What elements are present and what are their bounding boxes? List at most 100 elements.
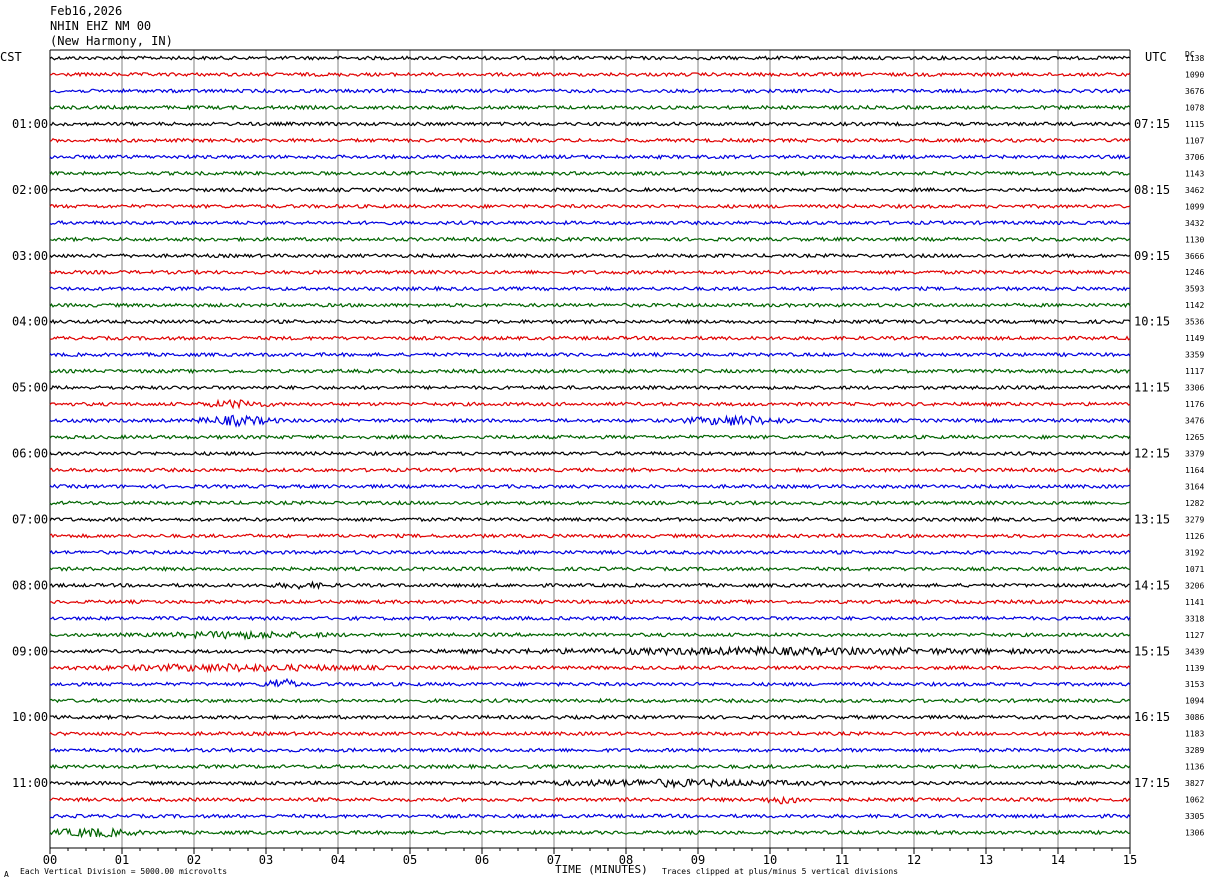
trace-red [49, 137, 1131, 144]
x-tick-label: 03 [259, 853, 273, 867]
dc-offset-label: 1183 [1185, 730, 1204, 739]
left-hour-label: 03:00 [12, 249, 48, 263]
x-tick-label: 01 [115, 853, 129, 867]
dc-offset-label: 1141 [1185, 598, 1204, 607]
dc-offset-label: 3153 [1185, 680, 1204, 689]
dc-offset-label: 3289 [1185, 746, 1204, 755]
header-station: NHIN EHZ NM 00 [50, 19, 152, 33]
left-hour-label: 02:00 [12, 183, 48, 197]
trace-green [49, 826, 1131, 839]
x-tick-label: 02 [187, 853, 201, 867]
trace-black [49, 318, 1131, 325]
x-tick-label: 13 [979, 853, 993, 867]
trace-green [49, 434, 1131, 440]
dc-offset-label: 1062 [1185, 796, 1204, 805]
dc-offset-label: 3676 [1185, 87, 1204, 96]
trace-blue [49, 483, 1131, 490]
header-date: Feb16,2026 [50, 4, 123, 18]
trace-blue [49, 219, 1131, 226]
trace-green [49, 499, 1131, 506]
left-hour-label: 04:00 [12, 315, 48, 329]
trace-blue [49, 813, 1131, 820]
left-timezone-label: CST [0, 50, 22, 64]
trace-red [49, 398, 1131, 410]
right-hour-label: 14:15 [1134, 578, 1170, 592]
dc-offset-label: 1143 [1185, 169, 1204, 178]
dc-offset-label: 1090 [1185, 70, 1204, 79]
trace-green [49, 697, 1131, 704]
x-tick-label: 00 [43, 853, 57, 867]
trace-blue [49, 549, 1131, 556]
x-tick-label: 05 [403, 853, 417, 867]
trace-red [49, 269, 1131, 276]
trace-red [49, 203, 1131, 210]
dc-offset-label: 1107 [1185, 136, 1204, 145]
dc-offset-label: 3206 [1185, 581, 1204, 590]
trace-red [49, 730, 1131, 737]
scale-note: Each Vertical Division = 5000.00 microvo… [20, 867, 228, 876]
dc-offset-label: 1130 [1185, 235, 1204, 244]
dc-offset-label: 1246 [1185, 268, 1204, 277]
left-hour-label: 08:00 [12, 578, 48, 592]
trace-black [49, 54, 1131, 61]
trace-green [49, 236, 1131, 243]
dc-offset-label: 3439 [1185, 647, 1204, 656]
dc-offset-label: 1138 [1185, 54, 1204, 63]
trace-green [49, 368, 1131, 375]
dc-offset-label: 3462 [1185, 186, 1204, 195]
dc-offset-label: 3536 [1185, 318, 1204, 327]
x-tick-label: 12 [907, 853, 921, 867]
clip-note: Traces clipped at plus/minus 5 vertical … [662, 867, 899, 876]
header-location: (New Harmony, IN) [50, 34, 173, 48]
trace-black [49, 384, 1131, 391]
right-hour-label: 08:15 [1134, 183, 1170, 197]
right-hour-label: 07:15 [1134, 117, 1170, 131]
x-tick-label: 04 [331, 853, 345, 867]
trace-blue [49, 615, 1131, 622]
right-hour-label: 16:15 [1134, 710, 1170, 724]
dc-offset-label: 3476 [1185, 417, 1204, 426]
trace-red [49, 335, 1131, 342]
trace-red [49, 71, 1131, 78]
trace-black [49, 580, 1130, 590]
x-tick-label: 14 [1051, 853, 1065, 867]
left-hour-label: 05:00 [12, 381, 48, 395]
left-hour-label: 06:00 [12, 447, 48, 461]
left-hour-label: 09:00 [12, 644, 48, 658]
trace-blue [49, 677, 1131, 688]
trace-blue [49, 87, 1131, 94]
dc-offset-label: 3279 [1185, 515, 1204, 524]
right-timezone-label: UTC [1145, 50, 1167, 64]
dc-offset-label: 3306 [1185, 384, 1204, 393]
dc-offset-label: 1117 [1185, 367, 1204, 376]
x-tick-label: 08 [619, 853, 633, 867]
dc-offset-label: 1142 [1185, 301, 1204, 310]
dc-offset-label: 1127 [1185, 631, 1204, 640]
right-hour-label: 11:15 [1134, 381, 1170, 395]
dc-offset-label: 1149 [1185, 334, 1204, 343]
trace-blue [49, 747, 1131, 754]
trace-black [49, 186, 1131, 193]
trace-green [49, 302, 1131, 309]
dc-offset-label: 3359 [1185, 351, 1204, 360]
trace-blue [49, 285, 1131, 292]
trace-green [49, 629, 1131, 641]
dc-offset-label: 1265 [1185, 433, 1204, 442]
dc-offset-label: 1071 [1185, 565, 1204, 574]
left-hour-label: 11:00 [12, 776, 48, 790]
x-tick-label: 15 [1123, 853, 1137, 867]
dc-offset-label: 3706 [1185, 153, 1204, 162]
trace-red [49, 795, 1131, 805]
trace-green [49, 170, 1131, 177]
trace-red [49, 662, 1131, 674]
trace-red [49, 532, 1131, 539]
trace-red [49, 466, 1131, 474]
dc-offset-label: 3827 [1185, 779, 1204, 788]
right-hour-label: 13:15 [1134, 512, 1170, 526]
dc-offset-label: 1136 [1185, 763, 1204, 772]
dc-offset-label: 3666 [1185, 252, 1204, 261]
dc-offset-label: 3305 [1185, 812, 1204, 821]
dc-offset-label: 1164 [1185, 466, 1204, 475]
left-hour-label: 01:00 [12, 117, 48, 131]
